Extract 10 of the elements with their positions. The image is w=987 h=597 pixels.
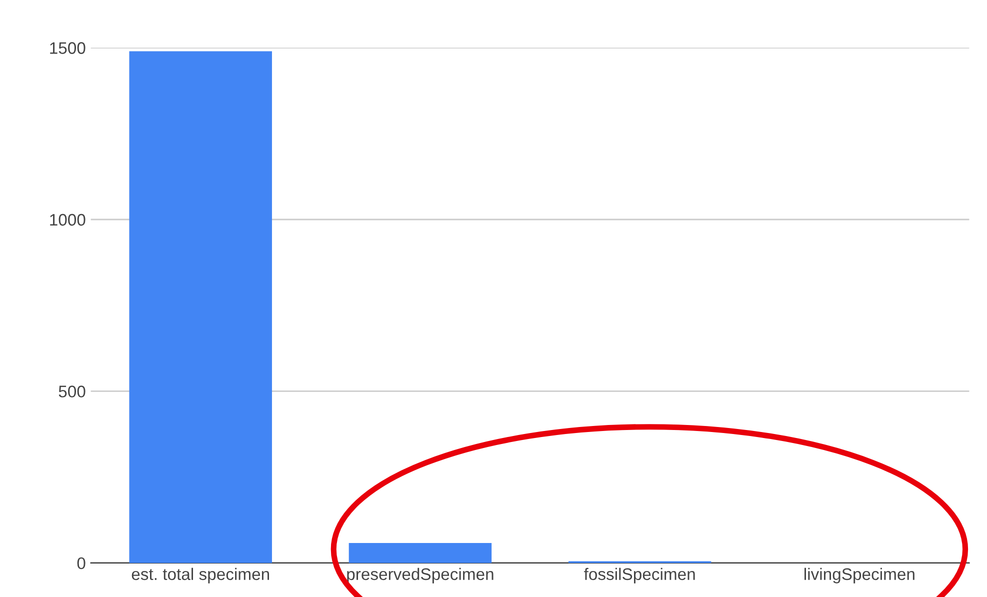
y-tick-label: 1500 xyxy=(50,42,86,54)
y-tick-label: 500 xyxy=(58,386,86,398)
x-tick-label: livingSpecimen xyxy=(804,568,914,584)
y-tick-label: 0 xyxy=(77,557,86,570)
x-tick-label: est. total specimen xyxy=(132,568,270,584)
bar xyxy=(129,51,272,563)
x-tick-label: fossilSpecimen xyxy=(584,568,695,584)
y-tick-label: 1000 xyxy=(50,214,86,226)
x-tick-label: preservedSpecimen xyxy=(347,568,494,584)
bar xyxy=(348,543,492,563)
